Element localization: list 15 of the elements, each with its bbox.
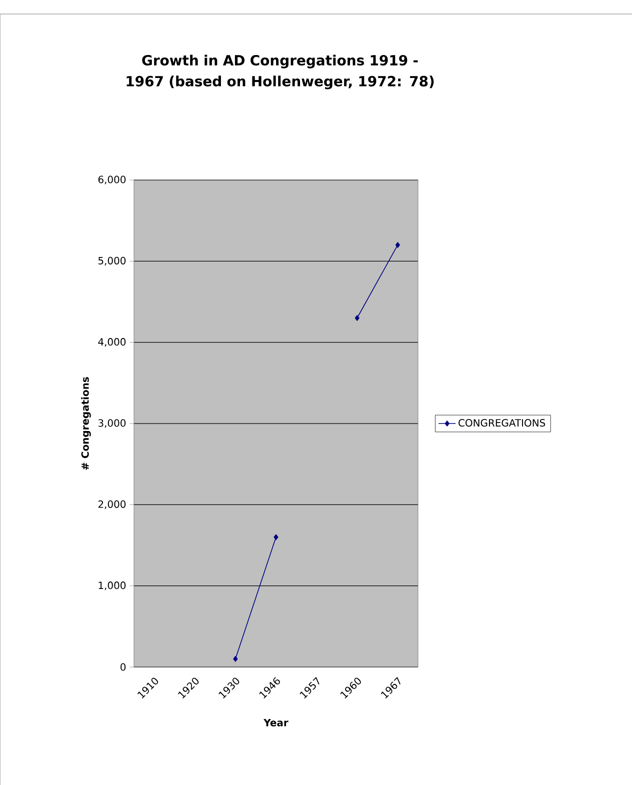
chart-title: Growth in AD Congregations 1919 - 1967 (based on Hollenweger, 1972: 78) — [126, 54, 434, 90]
y-tick-label: 3,000 — [98, 419, 126, 428]
x-axis-title: Year — [264, 718, 288, 726]
y-tick-label: 4,000 — [98, 338, 126, 347]
y-tick-label: 2,000 — [98, 500, 126, 509]
point — [233, 656, 238, 662]
legend-label: CONGREGATIONS — [458, 419, 546, 427]
y-tick-label: 0 — [120, 663, 126, 671]
y-tick-label: 5,000 — [98, 256, 126, 266]
y-tick-label: 1,000 — [98, 582, 126, 590]
y-axis-title: # Congregations — [81, 377, 91, 470]
point — [354, 315, 360, 321]
point — [395, 242, 400, 248]
point — [274, 534, 278, 540]
y-tick-label: 6,000 — [98, 176, 126, 184]
